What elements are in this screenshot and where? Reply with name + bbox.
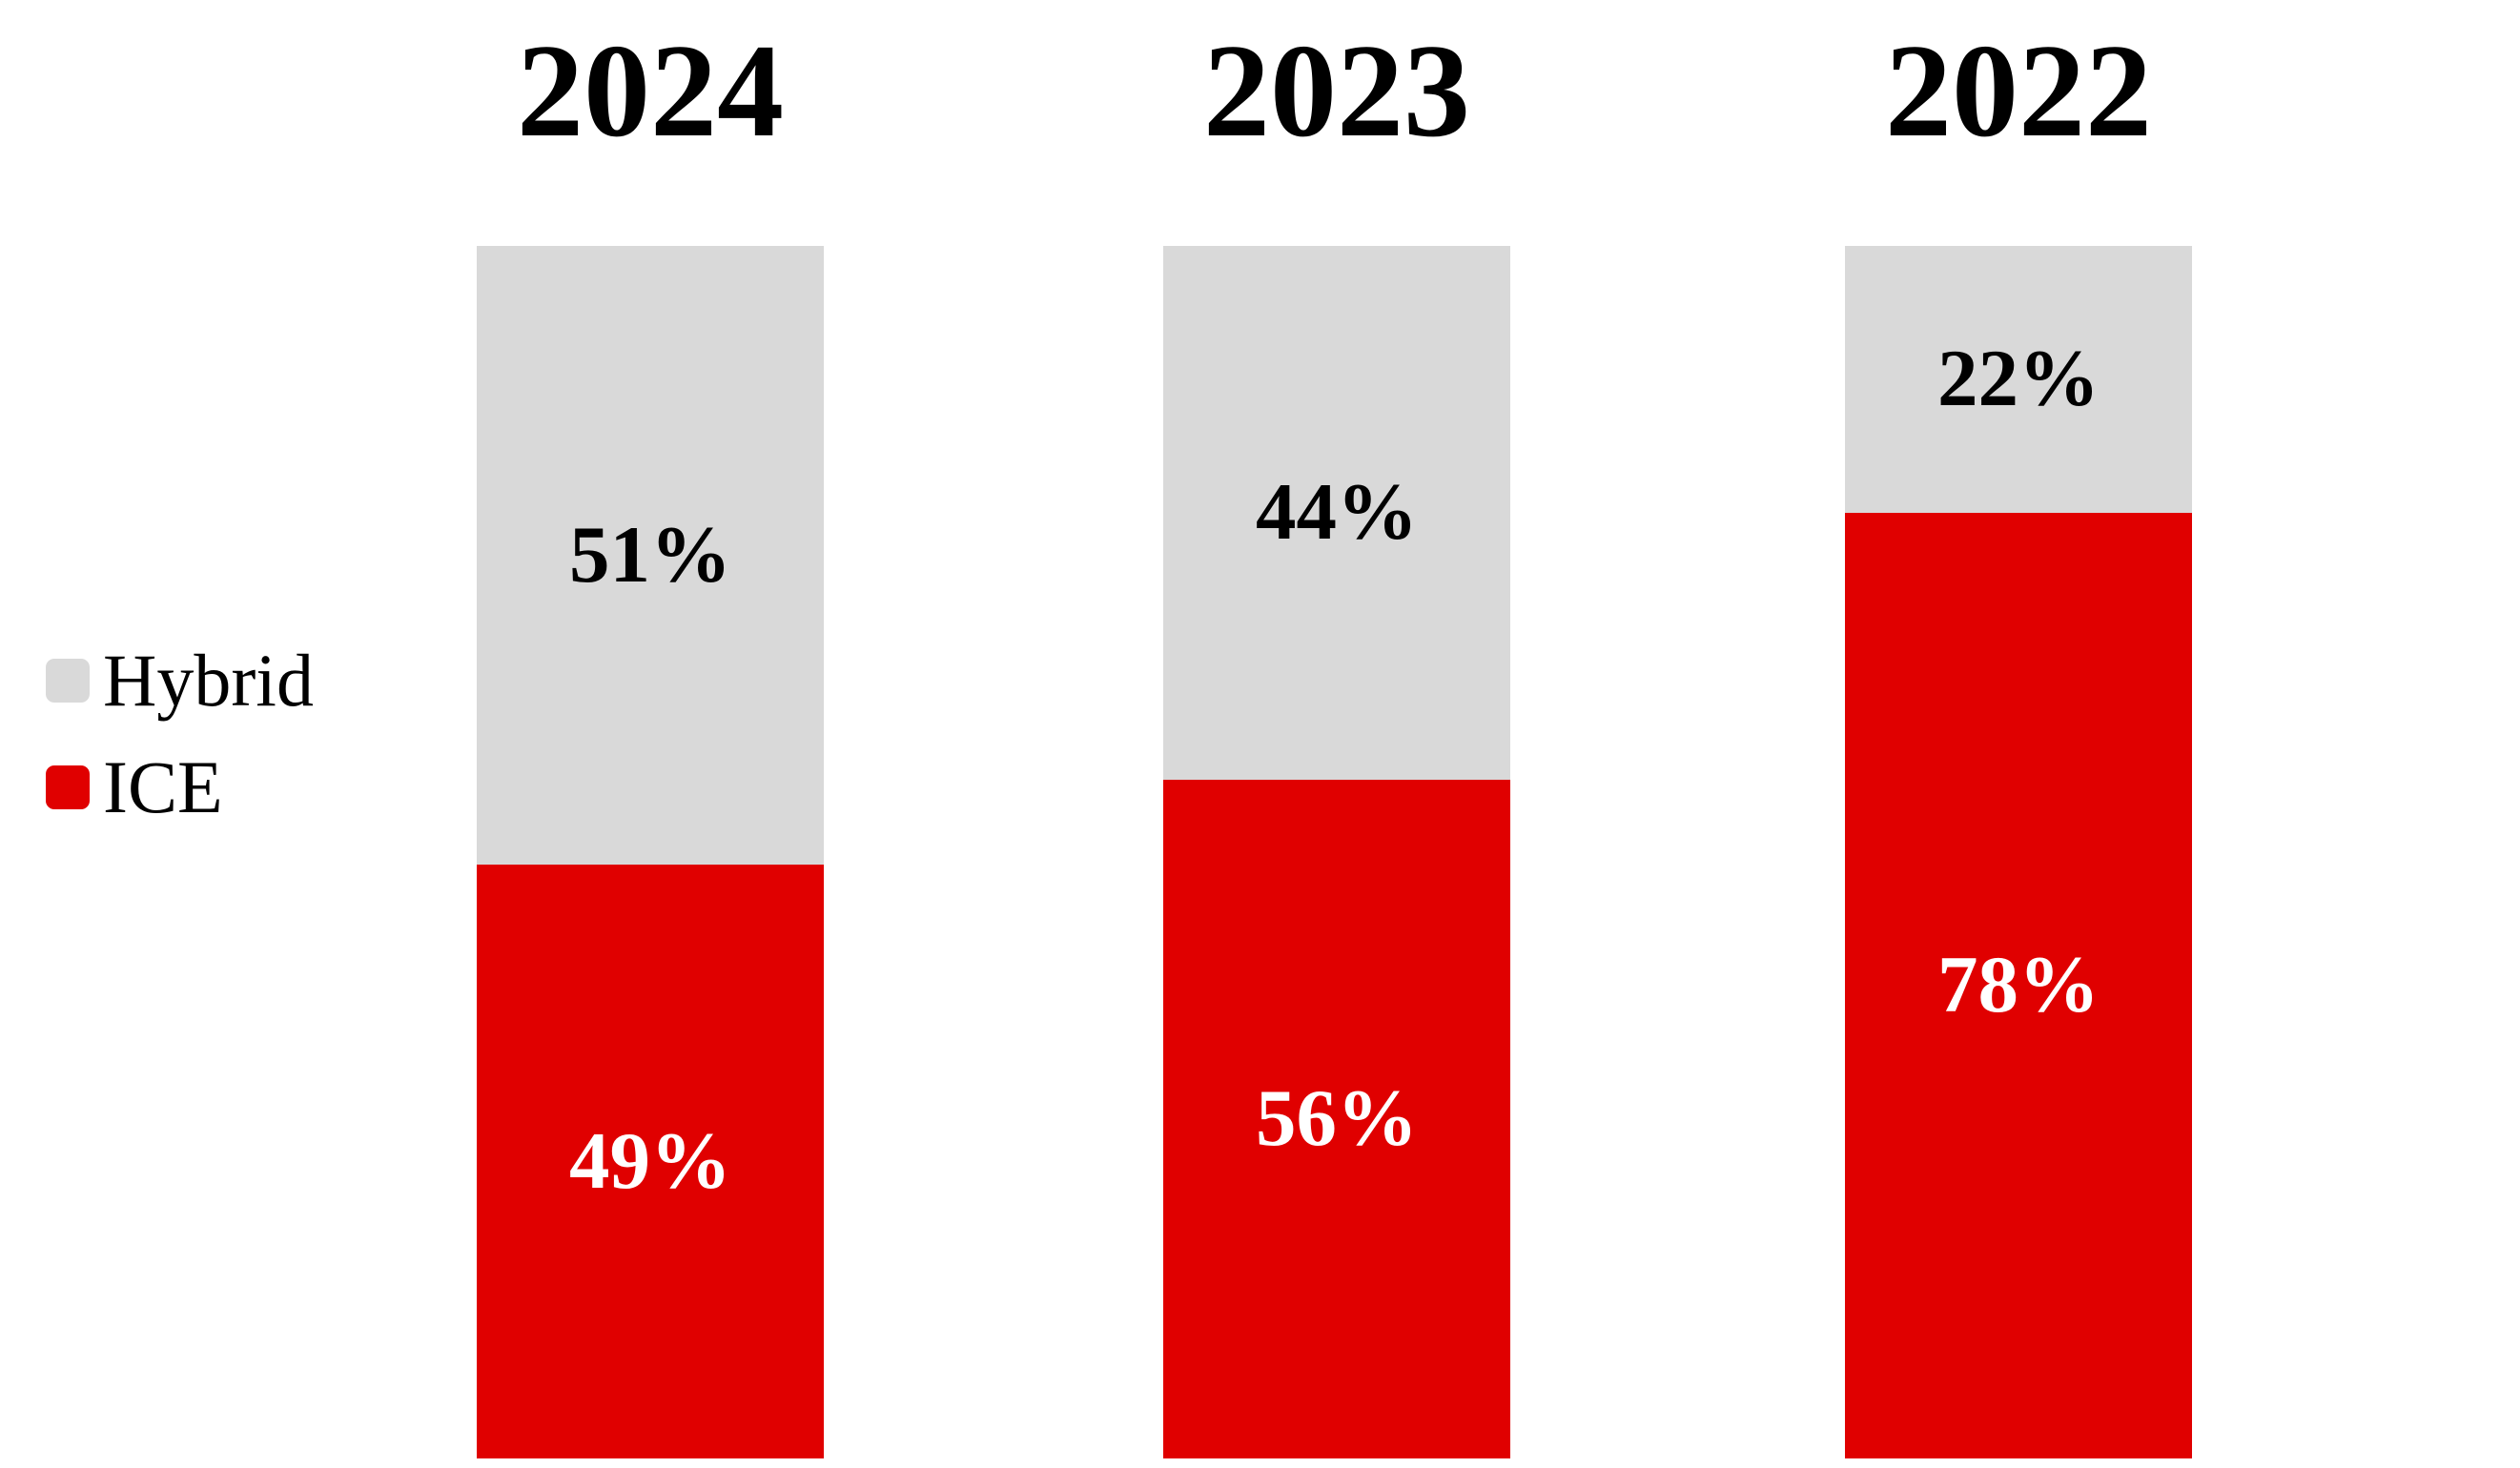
bar-2024-ice-label: 49% [569,1115,731,1206]
bar-2023-hybrid-label: 44% [1256,467,1418,558]
legend-item-ice: ICE [46,744,314,831]
legend-label-hybrid: Hybrid [103,639,314,722]
legend-item-hybrid: Hybrid [46,637,314,724]
bar-2023: 44% 56% [1163,246,1510,1458]
legend-label-ice: ICE [103,745,223,828]
bar-2023-ice-segment: 56% [1163,779,1510,1458]
bar-2022-ice-segment: 78% [1845,512,2192,1458]
column-2024: 2024 51% 49% [477,0,824,1468]
ice-swatch-icon [46,765,90,809]
bar-2023-ice-label: 56% [1256,1073,1418,1164]
bar-2022-ice-label: 78% [1937,940,2100,1030]
year-title-2022: 2022 [1885,17,2152,165]
bar-2022-hybrid-label: 22% [1937,334,2100,424]
bar-2022-hybrid-segment: 22% [1845,246,2192,513]
bar-2024-ice-segment: 49% [477,864,824,1458]
year-title-2024: 2024 [517,17,784,165]
bar-2024-hybrid-label: 51% [569,509,731,600]
bar-2022: 22% 78% [1845,246,2192,1458]
bar-2023-hybrid-segment: 44% [1163,246,1510,780]
bar-2024: 51% 49% [477,246,824,1458]
year-title-2023: 2023 [1203,17,1470,165]
legend: Hybrid ICE [46,637,314,831]
column-2022: 2022 22% 78% [1845,0,2192,1468]
bar-2024-hybrid-segment: 51% [477,246,824,865]
column-2023: 2023 44% 56% [1163,0,1510,1468]
hybrid-swatch-icon [46,659,90,703]
